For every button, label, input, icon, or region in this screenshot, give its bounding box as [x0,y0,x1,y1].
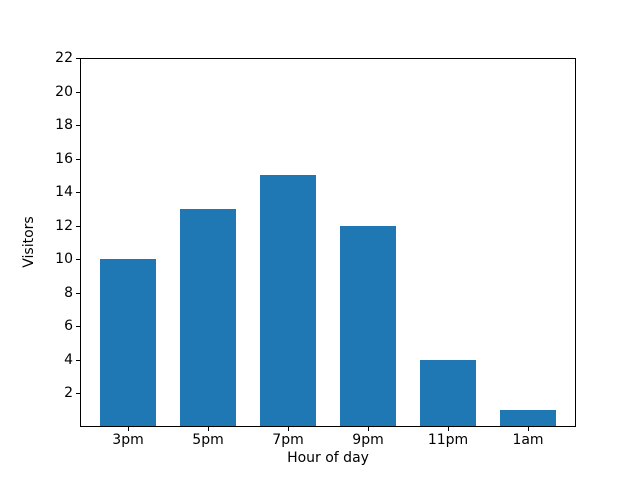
y-tick-label: 22 [55,50,73,66]
bar-3pm [100,259,156,426]
y-tick-label: 4 [64,351,73,368]
x-tick-label: 7pm [272,432,304,448]
x-tick-mark [208,427,209,431]
x-tick-label: 1am [512,432,544,448]
plot-area [80,58,576,427]
y-tick-label: 2 [64,385,73,402]
y-tick-mark [76,225,80,227]
y-tick-label: 16 [55,150,73,167]
y-tick-label: 12 [55,217,73,234]
y-tick-mark [76,359,80,361]
y-tick-mark [76,91,80,93]
x-tick-mark [288,427,289,431]
y-tick-label: 18 [55,117,73,134]
x-tick-mark [528,427,529,431]
y-tick-label: 6 [64,318,73,335]
bar-5pm [180,208,236,426]
y-tick-mark [76,192,80,194]
y-tick-mark [76,158,80,160]
bar-7pm [260,175,316,426]
x-tick-label: 3pm [112,432,144,448]
y-tick-mark [76,292,80,294]
y-tick-label: 14 [55,184,73,201]
x-tick-label: 9pm [352,432,384,448]
x-axis-label: Hour of day [287,450,369,466]
y-tick-mark [76,58,80,59]
y-tick-mark [76,326,80,328]
x-tick-mark [128,427,129,431]
y-tick-mark [76,259,80,261]
bar-9pm [340,225,396,426]
bar-11pm [420,359,476,426]
y-tick-mark [76,125,80,127]
y-tick-label: 10 [55,251,73,268]
x-tick-label: 11pm [427,432,469,448]
x-tick-label: 5pm [192,432,224,448]
bar-1am [500,410,556,426]
y-tick-mark [76,393,80,395]
x-tick-mark [448,427,449,431]
x-tick-mark [368,427,369,431]
y-tick-label: 8 [64,284,73,301]
y-tick-label: 20 [55,83,73,100]
y-axis-label: Visitors [21,216,37,268]
